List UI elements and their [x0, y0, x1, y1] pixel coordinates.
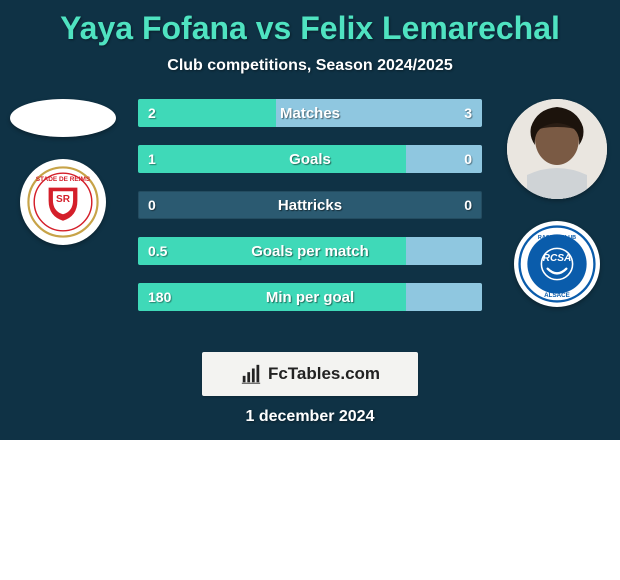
svg-text:SR: SR	[56, 194, 71, 205]
snapshot-date: 1 december 2024	[0, 408, 620, 426]
stat-fill-left	[138, 99, 276, 127]
svg-text:STADE DE REIMS: STADE DE REIMS	[36, 176, 91, 183]
brand-text: FcTables.com	[268, 364, 380, 384]
stat-bar: 10Goals	[138, 145, 482, 173]
bar-chart-icon	[240, 363, 262, 385]
page-title: Yaya Fofana vs Felix Lemarechal	[0, 0, 620, 47]
compare-area: STADE DE REIMS SR	[0, 99, 620, 329]
stat-value-left: 0.5	[148, 237, 167, 265]
stat-bar: 0 0Hattricks	[138, 191, 482, 219]
comparison-card: Yaya Fofana vs Felix Lemarechal Club com…	[0, 0, 620, 440]
subtitle: Club competitions, Season 2024/2025	[0, 57, 620, 75]
right-player-avatar	[507, 99, 607, 199]
strasbourg-crest-icon: RACING CLUB ALSACE RCSA	[518, 225, 596, 303]
stat-bar: 180Min per goal	[138, 283, 482, 311]
stat-fill-right	[276, 99, 482, 127]
stat-value-right: 0	[464, 191, 472, 219]
stat-value-left: 1	[148, 145, 156, 173]
stat-label: Hattricks	[138, 191, 482, 219]
stat-fill-right	[406, 283, 482, 311]
reims-crest-icon: STADE DE REIMS SR	[27, 166, 99, 238]
blank-area	[0, 440, 620, 580]
svg-text:RACING CLUB: RACING CLUB	[538, 235, 576, 241]
stat-fill-right	[406, 237, 482, 265]
left-player-avatar	[10, 99, 116, 137]
stat-value-left: 180	[148, 283, 171, 311]
left-club-badge: STADE DE REIMS SR	[20, 159, 106, 245]
player-silhouette-icon	[507, 99, 607, 199]
brand-plate: FcTables.com	[202, 352, 418, 396]
stat-value-left: 0	[148, 191, 156, 219]
left-column: STADE DE REIMS SR	[8, 99, 118, 245]
stat-fill-left	[138, 237, 406, 265]
stat-value-right: 0	[464, 145, 472, 173]
stat-fill-left	[138, 283, 406, 311]
stat-fill-left	[138, 145, 406, 173]
right-column: RACING CLUB ALSACE RCSA	[502, 99, 612, 307]
right-club-badge: RACING CLUB ALSACE RCSA	[514, 221, 600, 307]
stat-bars: 23Matches10Goals00Hattricks0.5Goals per …	[138, 99, 482, 311]
svg-text:ALSACE: ALSACE	[544, 292, 570, 299]
stat-value-right: 3	[464, 99, 472, 127]
stat-bar: 0.5Goals per match	[138, 237, 482, 265]
svg-text:RCSA: RCSA	[543, 253, 572, 264]
stat-value-left: 2	[148, 99, 156, 127]
stat-bar: 23Matches	[138, 99, 482, 127]
